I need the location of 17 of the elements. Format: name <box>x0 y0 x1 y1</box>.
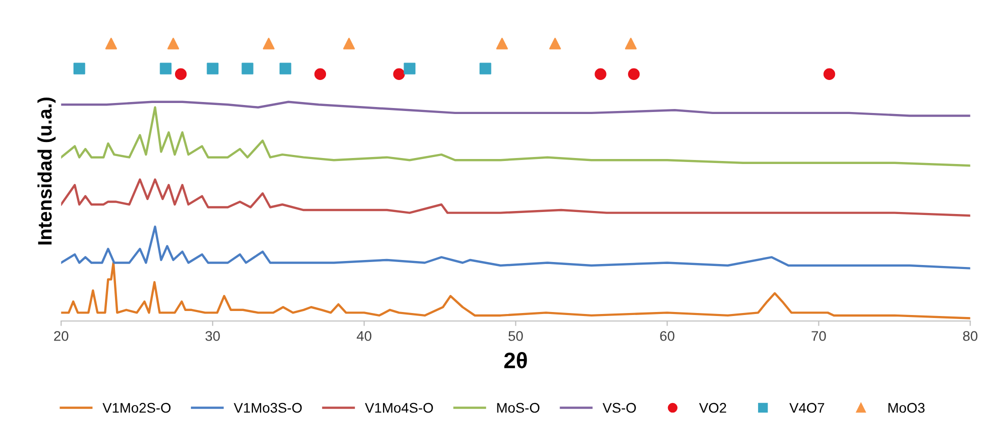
x-tick-label: 80 <box>963 331 978 341</box>
legend-label: V4O7 <box>789 402 824 413</box>
x-tick-label: 20 <box>54 331 68 341</box>
legend-label: VO2 <box>699 402 726 413</box>
legend-label: V1Mo3S-O <box>234 402 302 413</box>
x-tick-label: 50 <box>508 331 523 341</box>
x-tick-label: 30 <box>205 331 220 341</box>
x-tick-label: 60 <box>660 331 674 341</box>
legend-label: V1Mo4S-O <box>364 402 433 413</box>
x-axis-title: 2θ <box>504 352 527 368</box>
y-axis-title: Intensidad (u.a.) <box>37 98 56 244</box>
legend-label: MoO3 <box>888 402 925 413</box>
x-tick-label: 40 <box>356 331 372 341</box>
legend-label: VS-O <box>602 402 636 413</box>
x-tick-label: 70 <box>812 331 826 341</box>
legend-label: MoS-O <box>497 402 540 413</box>
legend-label: V1Mo2S-O <box>102 402 171 413</box>
